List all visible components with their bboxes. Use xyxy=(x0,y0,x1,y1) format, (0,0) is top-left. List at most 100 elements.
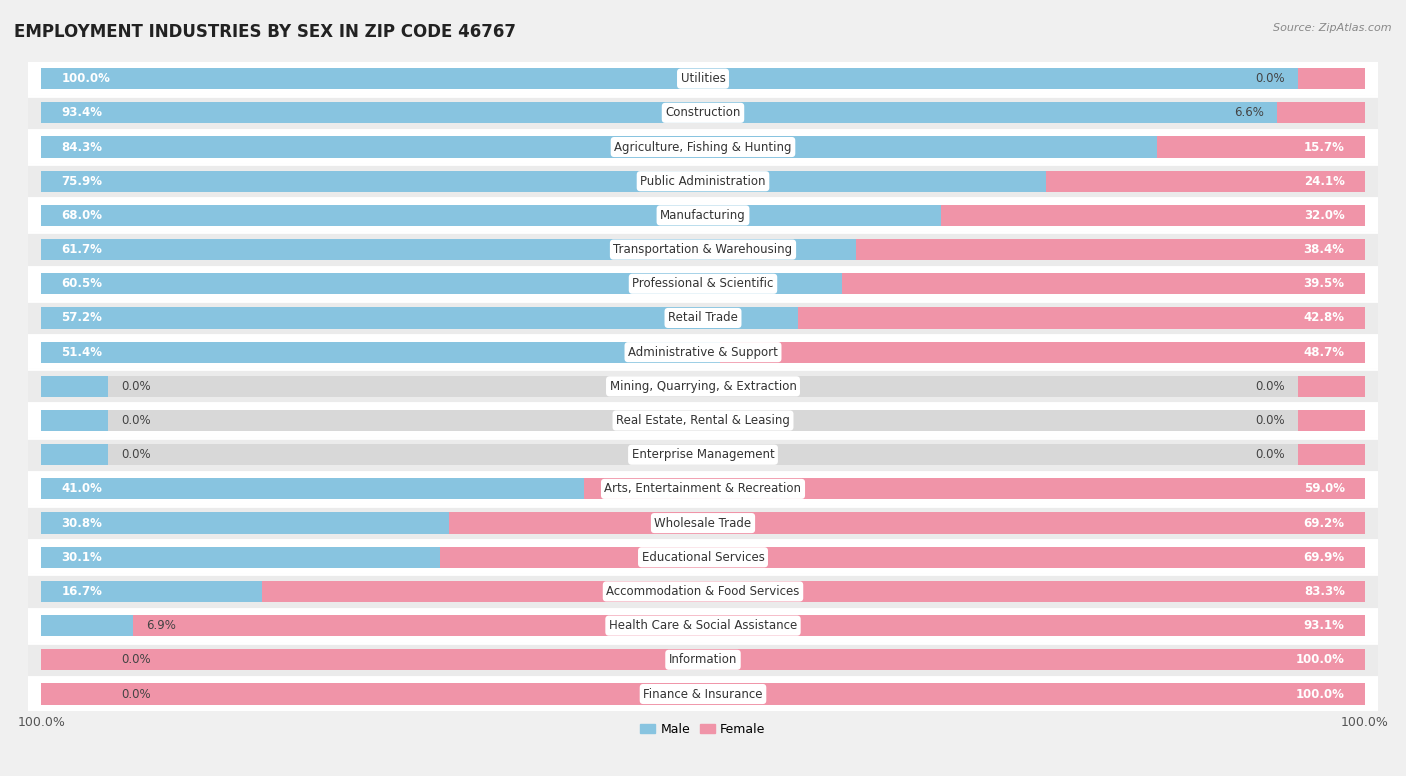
Text: 93.1%: 93.1% xyxy=(1303,619,1344,632)
Text: Construction: Construction xyxy=(665,106,741,120)
Bar xyxy=(42,341,721,362)
Bar xyxy=(42,615,1364,636)
Bar xyxy=(28,199,1378,233)
Bar xyxy=(28,643,1378,677)
Bar xyxy=(28,95,1378,130)
Text: 69.2%: 69.2% xyxy=(1303,517,1344,529)
Bar xyxy=(42,684,1364,705)
Bar xyxy=(1277,102,1364,123)
Text: Arts, Entertainment & Recreation: Arts, Entertainment & Recreation xyxy=(605,483,801,495)
Text: 48.7%: 48.7% xyxy=(1303,345,1344,359)
Bar xyxy=(42,478,583,500)
Text: 57.2%: 57.2% xyxy=(62,311,103,324)
Text: 6.9%: 6.9% xyxy=(146,619,176,632)
Text: Professional & Scientific: Professional & Scientific xyxy=(633,277,773,290)
Bar xyxy=(720,341,1364,362)
Text: Public Administration: Public Administration xyxy=(640,175,766,188)
Bar xyxy=(28,164,1378,199)
Bar xyxy=(42,512,449,534)
Text: 0.0%: 0.0% xyxy=(1256,449,1285,461)
Bar xyxy=(1298,68,1364,89)
Text: 0.0%: 0.0% xyxy=(121,653,150,667)
Bar xyxy=(1298,444,1364,466)
Text: Transportation & Warehousing: Transportation & Warehousing xyxy=(613,243,793,256)
Bar xyxy=(28,677,1378,711)
Bar xyxy=(42,273,1364,294)
Bar xyxy=(42,581,1364,602)
Text: Accommodation & Food Services: Accommodation & Food Services xyxy=(606,585,800,598)
Bar xyxy=(42,307,799,328)
Text: Educational Services: Educational Services xyxy=(641,551,765,564)
Text: 75.9%: 75.9% xyxy=(62,175,103,188)
Text: 39.5%: 39.5% xyxy=(1303,277,1344,290)
Text: 30.8%: 30.8% xyxy=(62,517,103,529)
Text: Manufacturing: Manufacturing xyxy=(661,209,745,222)
Bar xyxy=(42,68,1364,89)
Bar xyxy=(28,61,1378,95)
Bar xyxy=(42,341,1364,362)
Bar xyxy=(28,540,1378,574)
Bar xyxy=(449,512,1364,534)
Bar xyxy=(42,205,1364,226)
Bar xyxy=(42,273,842,294)
Bar xyxy=(42,546,1364,568)
Bar xyxy=(42,410,1364,431)
Text: 38.4%: 38.4% xyxy=(1303,243,1344,256)
Bar xyxy=(28,574,1378,608)
Text: 0.0%: 0.0% xyxy=(121,414,150,427)
Bar xyxy=(42,444,108,466)
Text: 51.4%: 51.4% xyxy=(62,345,103,359)
Text: 24.1%: 24.1% xyxy=(1303,175,1344,188)
Text: 69.9%: 69.9% xyxy=(1303,551,1344,564)
Bar xyxy=(42,102,1364,123)
Bar xyxy=(42,444,1364,466)
Bar xyxy=(42,546,440,568)
Text: 61.7%: 61.7% xyxy=(62,243,103,256)
Bar xyxy=(28,233,1378,267)
Bar xyxy=(42,376,1364,397)
Text: 0.0%: 0.0% xyxy=(1256,379,1285,393)
Text: 0.0%: 0.0% xyxy=(121,379,150,393)
Bar xyxy=(42,205,941,226)
Bar xyxy=(42,239,1364,260)
Text: Real Estate, Rental & Leasing: Real Estate, Rental & Leasing xyxy=(616,414,790,427)
Bar xyxy=(132,615,1364,636)
Text: 0.0%: 0.0% xyxy=(1256,72,1285,85)
Bar xyxy=(42,478,1364,500)
Bar xyxy=(28,404,1378,438)
Bar xyxy=(28,369,1378,404)
Bar xyxy=(842,273,1364,294)
Bar xyxy=(42,376,108,397)
Bar xyxy=(42,410,108,431)
Bar xyxy=(28,438,1378,472)
Text: 0.0%: 0.0% xyxy=(1256,414,1285,427)
Bar xyxy=(42,615,132,636)
Text: Finance & Insurance: Finance & Insurance xyxy=(644,688,762,701)
Text: 84.3%: 84.3% xyxy=(62,140,103,154)
Text: 6.6%: 6.6% xyxy=(1234,106,1264,120)
Bar xyxy=(799,307,1364,328)
Bar xyxy=(440,546,1364,568)
Text: EMPLOYMENT INDUSTRIES BY SEX IN ZIP CODE 46767: EMPLOYMENT INDUSTRIES BY SEX IN ZIP CODE… xyxy=(14,23,516,41)
Bar xyxy=(1298,376,1364,397)
Text: Health Care & Social Assistance: Health Care & Social Assistance xyxy=(609,619,797,632)
Text: Source: ZipAtlas.com: Source: ZipAtlas.com xyxy=(1274,23,1392,33)
Bar xyxy=(28,608,1378,643)
Bar xyxy=(42,171,1364,192)
Text: 15.7%: 15.7% xyxy=(1303,140,1344,154)
Bar xyxy=(28,472,1378,506)
Bar xyxy=(42,102,1277,123)
Bar xyxy=(42,650,1364,670)
Bar xyxy=(42,171,1046,192)
Bar xyxy=(28,506,1378,540)
Text: Information: Information xyxy=(669,653,737,667)
Text: 100.0%: 100.0% xyxy=(1296,688,1344,701)
Text: 93.4%: 93.4% xyxy=(62,106,103,120)
Bar xyxy=(42,68,1364,89)
Bar xyxy=(941,205,1364,226)
Bar xyxy=(28,130,1378,164)
Text: 100.0%: 100.0% xyxy=(1296,653,1344,667)
Text: 32.0%: 32.0% xyxy=(1303,209,1344,222)
Bar xyxy=(42,650,1364,670)
Bar xyxy=(42,512,1364,534)
